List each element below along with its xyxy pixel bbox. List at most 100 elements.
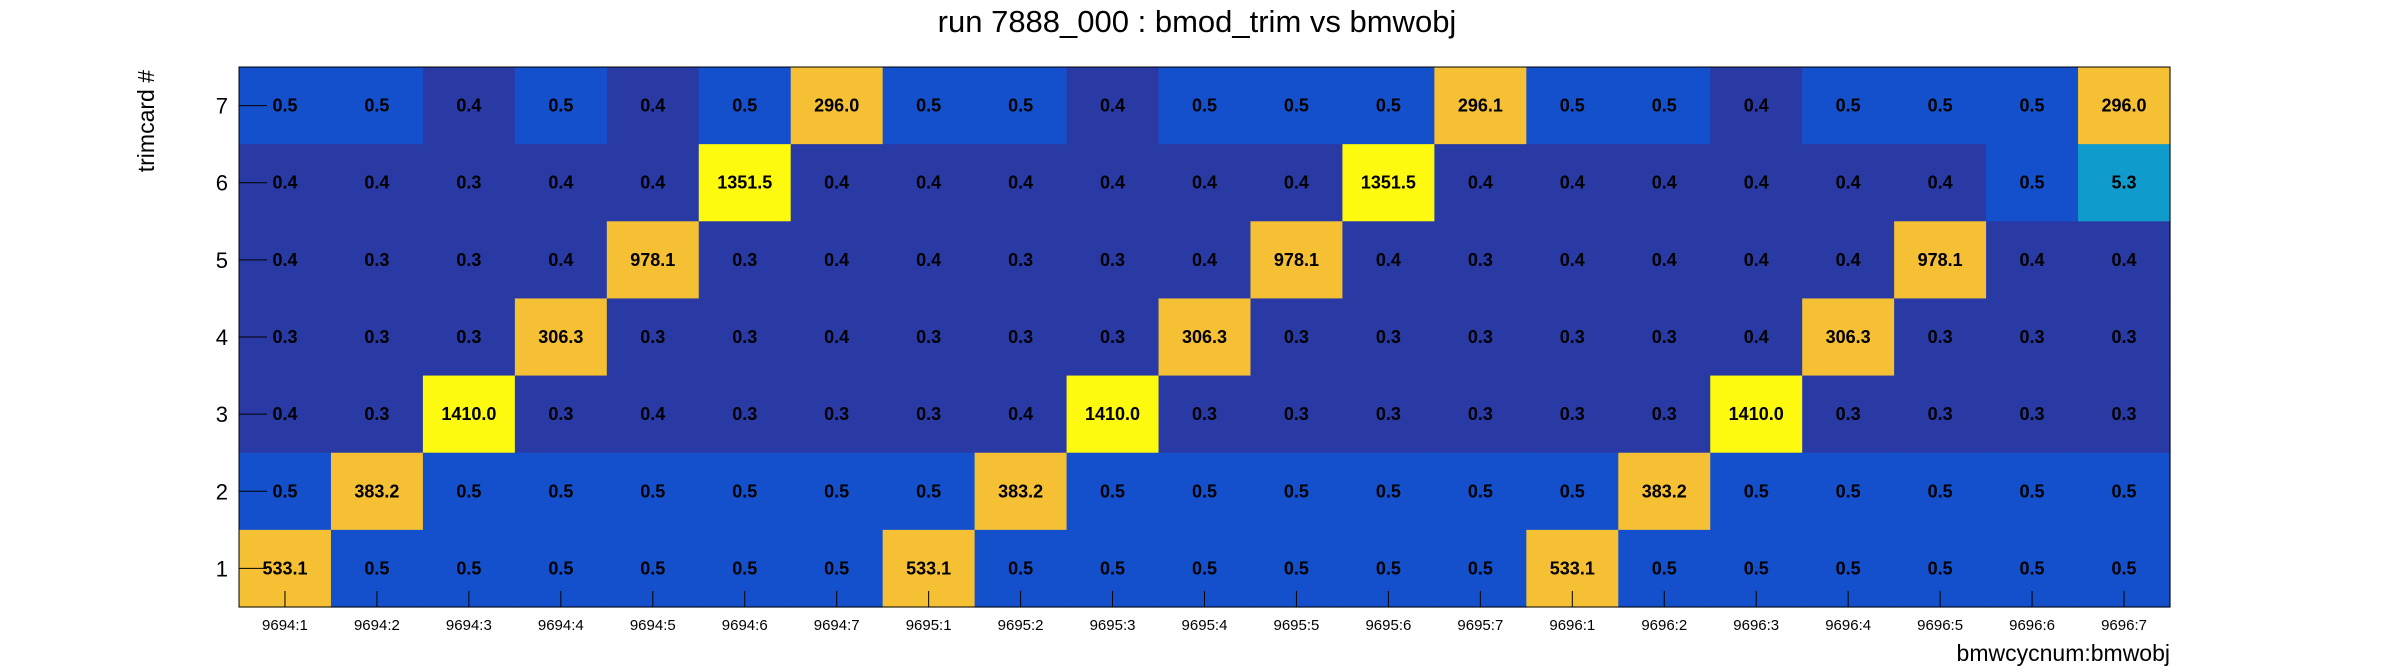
cell-value-label: 0.5 — [1376, 481, 1401, 501]
heatmap-cell — [1986, 452, 2079, 531]
cell-value-label: 0.4 — [1468, 173, 1493, 193]
heatmap-cell — [422, 298, 516, 377]
heatmap-cell — [2078, 452, 2171, 531]
heatmap-cell — [606, 375, 700, 454]
heatmap-cell — [698, 221, 792, 300]
heatmap-cell — [974, 67, 1068, 145]
heatmap-cell — [1986, 67, 2079, 145]
y-tick-label: 4 — [216, 325, 228, 350]
heatmap-cell — [1342, 298, 1435, 377]
heatmap-cell — [790, 452, 884, 531]
heatmap-cell — [1342, 221, 1435, 300]
heatmap-cell — [1158, 67, 1252, 145]
cell-value-label: 0.5 — [548, 481, 573, 501]
cell-value-label: 0.3 — [1560, 327, 1585, 347]
cell-value-label: 0.3 — [1008, 250, 1033, 270]
cell-value-label: 0.5 — [732, 96, 757, 116]
cell-value-label: 0.3 — [1928, 327, 1953, 347]
cell-value-label: 0.4 — [1100, 173, 1125, 193]
heatmap-cell — [1434, 298, 1527, 377]
heatmap-cell — [422, 67, 516, 145]
heatmap-cell — [698, 375, 792, 454]
heatmap-cell — [790, 298, 884, 377]
cell-value-label: 0.3 — [456, 327, 481, 347]
heatmap-cell — [1342, 375, 1435, 454]
x-tick-label: 9694:5 — [630, 617, 676, 634]
heatmap-cell — [882, 144, 976, 222]
cell-value-label: 0.3 — [1192, 404, 1217, 424]
cell-value-label: 0.4 — [1008, 404, 1033, 424]
cell-value-label: 0.4 — [1284, 173, 1309, 193]
heatmap-cell — [330, 67, 424, 145]
heatmap-cell — [882, 298, 976, 377]
heatmap-cell — [882, 67, 976, 145]
x-tick-label: 9695:3 — [1090, 617, 1136, 634]
chart-title: run 7888_000 : bmod_trim vs bmwobj — [938, 4, 1457, 39]
heatmap-cell — [1434, 67, 1527, 145]
heatmap-cell — [882, 452, 976, 531]
cell-value-label: 1351.5 — [1361, 173, 1416, 193]
cell-value-label: 0.4 — [1100, 96, 1125, 116]
cell-value-label: 0.5 — [732, 558, 757, 578]
y-tick-label: 7 — [216, 94, 228, 119]
x-tick-label: 9696:2 — [1641, 617, 1687, 634]
cell-value-label: 0.3 — [916, 327, 941, 347]
cell-value-label: 533.1 — [906, 558, 951, 578]
cell-value-label: 0.3 — [1376, 404, 1401, 424]
x-tick-label: 9696:7 — [2101, 617, 2147, 634]
cell-value-label: 306.3 — [1826, 327, 1871, 347]
cell-value-label: 0.3 — [732, 250, 757, 270]
heatmap-cell — [2078, 298, 2171, 377]
heatmap-cell — [606, 67, 700, 145]
cell-value-label: 0.5 — [824, 558, 849, 578]
heatmap-cell — [1066, 144, 1160, 222]
cell-value-label: 0.3 — [640, 327, 665, 347]
cell-value-label: 1410.0 — [1085, 404, 1140, 424]
cell-value-label: 0.5 — [1928, 96, 1953, 116]
heatmap-cell — [1710, 221, 1803, 300]
heatmap-cell — [1434, 375, 1527, 454]
heatmap-cell — [1434, 221, 1527, 300]
heatmap-cell — [1894, 298, 1987, 377]
cell-value-label: 0.4 — [272, 173, 297, 193]
cell-value-label: 0.5 — [1284, 96, 1309, 116]
cell-value-label: 383.2 — [354, 481, 399, 501]
heatmap-cell — [1802, 67, 1895, 145]
x-tick-label: 9694:3 — [446, 617, 492, 634]
heatmap-cell — [1250, 221, 1344, 300]
heatmap-cell — [1618, 298, 1711, 377]
heatmap-cell — [514, 67, 608, 145]
heatmap-cell — [1894, 452, 1987, 531]
heatmap-cell — [974, 298, 1068, 377]
cell-value-label: 0.3 — [2020, 327, 2045, 347]
heatmap-cell — [330, 298, 424, 377]
cell-value-label: 0.4 — [1744, 327, 1769, 347]
heatmap-cell — [514, 221, 608, 300]
cell-value-label: 0.5 — [1836, 558, 1861, 578]
cell-value-label: 0.5 — [2112, 481, 2137, 501]
cell-value-label: 0.4 — [1652, 173, 1677, 193]
cell-value-label: 306.3 — [538, 327, 583, 347]
cell-value-label: 0.4 — [1744, 250, 1769, 270]
heatmap-cell — [1802, 452, 1895, 531]
heatmap-cell — [1066, 375, 1160, 454]
cell-value-label: 1351.5 — [717, 173, 772, 193]
heatmap-cell — [1802, 298, 1895, 377]
x-tick-label: 9695:7 — [1457, 617, 1503, 634]
cell-value-label: 0.3 — [1468, 327, 1493, 347]
x-axis-title: bmwcycnum:bmwobj — [1957, 640, 2170, 666]
x-tick-label: 9694:1 — [262, 617, 308, 634]
heatmap-cell — [606, 144, 700, 222]
heatmap-cell — [1618, 221, 1711, 300]
heatmap-cell — [698, 452, 792, 531]
heatmap-cell — [330, 144, 424, 222]
cell-value-label: 0.3 — [1928, 404, 1953, 424]
cell-value-label: 0.5 — [1468, 558, 1493, 578]
cell-value-label: 0.5 — [1376, 96, 1401, 116]
cell-value-label: 0.3 — [732, 327, 757, 347]
heatmap-cell — [1802, 375, 1895, 454]
cell-value-label: 0.4 — [824, 327, 849, 347]
cell-value-label: 0.4 — [824, 250, 849, 270]
cell-value-label: 0.5 — [916, 96, 941, 116]
heatmap-cell — [514, 298, 608, 377]
